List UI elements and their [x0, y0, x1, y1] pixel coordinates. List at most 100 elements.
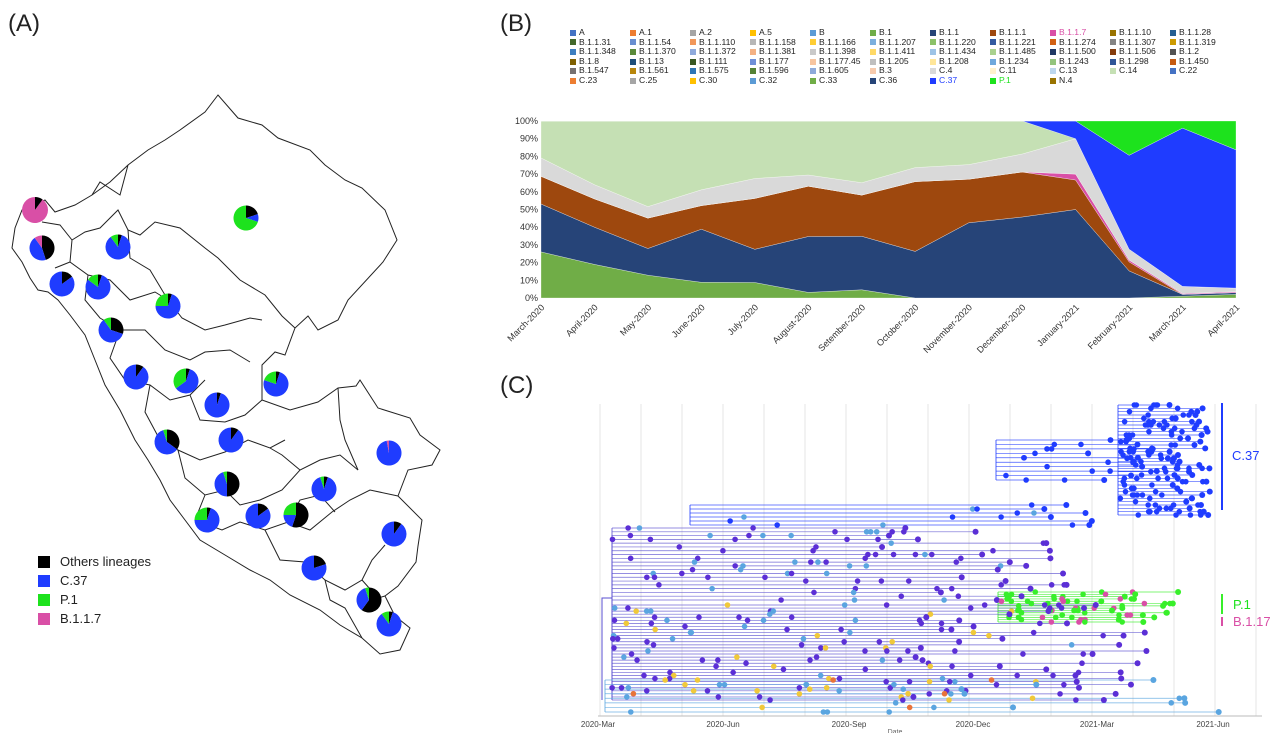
tree-tip [798, 642, 805, 648]
lineage-label: B.3 [879, 66, 892, 76]
tree-tip [926, 678, 933, 685]
x-tick-label: February-2021 [1086, 302, 1135, 351]
area-series-c14 [540, 120, 1237, 289]
tree-tip [1123, 432, 1130, 438]
lineage-label: B [819, 28, 825, 37]
tree-tip [1040, 540, 1047, 546]
lineage-legend-item: C.4 [930, 66, 990, 76]
tree-tip [1180, 412, 1187, 418]
tree-tip [1118, 448, 1124, 455]
lineage-swatch [1110, 58, 1116, 65]
lineage-legend-item: B.1.205 [870, 57, 930, 67]
tree-tip [867, 528, 874, 535]
tree-tip [1150, 418, 1157, 425]
tree-tip [1128, 472, 1135, 479]
tree-tip [1102, 591, 1109, 598]
tree-tip [1127, 454, 1134, 461]
tree-tip [1145, 502, 1151, 508]
tree-tip [656, 582, 662, 588]
tree-tip [852, 585, 859, 592]
tree-tip [1048, 619, 1055, 625]
pie-slice [29, 237, 46, 261]
tree-tip [1163, 505, 1170, 512]
lineage-label: B.1.234 [999, 56, 1029, 66]
tree-tip [1107, 437, 1114, 443]
lineage-swatch [570, 77, 576, 84]
tree-tip [803, 681, 809, 688]
tree-clade [611, 604, 1147, 701]
tree-tip [645, 648, 651, 654]
tree-tip [997, 563, 1004, 569]
tree-tip [887, 684, 894, 691]
tree-tip [1170, 458, 1176, 465]
tree-tip [1192, 412, 1199, 418]
tree-tip [736, 614, 742, 621]
tree-tip [1164, 455, 1171, 462]
lineage-swatch [930, 77, 936, 84]
lineage-legend-item: B.1.1.319 [1170, 38, 1230, 48]
lineage-legend-item: B.3 [870, 66, 930, 76]
tree-tip [1049, 607, 1055, 614]
tree-tip [918, 620, 925, 627]
pie-la-libertad [98, 317, 124, 343]
tree-tip [1182, 699, 1189, 706]
lineage-swatch [1170, 68, 1176, 75]
tree-tip [1023, 477, 1029, 483]
tree-clade [604, 679, 1219, 713]
tree-tip [1158, 455, 1165, 462]
area-series-b117 [540, 171, 1237, 295]
tree-tip [1176, 458, 1183, 465]
tree-tip [1006, 614, 1012, 621]
tree-tip [844, 536, 850, 543]
lineage-legend-item: B.1.1.54 [630, 38, 690, 48]
lineage-legend-item: B.1.1.110 [690, 38, 750, 48]
lineage-swatch [870, 68, 876, 75]
lineage-legend-item: C.32 [750, 76, 810, 86]
tree-tip [838, 626, 844, 633]
tree-tip [1203, 478, 1210, 485]
tree-tip [1195, 502, 1201, 508]
tree-tip [938, 626, 945, 633]
lineage-legend-item: A.5 [750, 28, 810, 38]
tree-tip [623, 694, 630, 700]
tree-tip [1164, 422, 1170, 428]
tree-tip [941, 597, 947, 603]
pie-slice [111, 317, 124, 334]
tree-tip [811, 589, 817, 596]
tree-tip [1145, 448, 1151, 455]
pie-san-martin [155, 293, 181, 319]
lineage-swatch [630, 29, 636, 36]
tree-tip [1120, 632, 1127, 639]
tree-tip [1186, 465, 1192, 472]
tree-tip [1160, 602, 1167, 609]
tree-tip [1170, 502, 1177, 508]
clade-label-b117: B.1.17 [1233, 614, 1271, 629]
tree-tip [852, 617, 859, 624]
tree-tip [1149, 445, 1156, 452]
lineage-label: B.1.450 [1179, 56, 1209, 66]
x-tick-label: August-2020 [771, 302, 814, 345]
x-tick-label: November-2020 [921, 302, 974, 355]
pie-slice [217, 392, 221, 405]
tree-tip [687, 629, 694, 636]
area-series-p1 [541, 120, 1237, 156]
lineage-swatch [810, 48, 816, 55]
tree-tip [1061, 582, 1068, 588]
tree-tip [1197, 512, 1204, 518]
lineage-swatch [630, 77, 636, 84]
pie-slice [186, 368, 190, 381]
tree-tip [896, 657, 903, 663]
pie-slice [118, 234, 122, 247]
tree-tip [1051, 596, 1057, 602]
lineage-label: C.36 [879, 75, 898, 85]
tree-tip [1058, 605, 1065, 611]
tree-clade [1117, 404, 1210, 516]
legend-swatch-b117 [38, 612, 50, 625]
lineage-legend-item: B.1.2 [1170, 47, 1230, 57]
tree-tip [862, 648, 868, 654]
tree-tip [1130, 595, 1137, 602]
tree-tip [1027, 585, 1034, 592]
lineage-legend-item: B.1.1.28 [1170, 28, 1230, 38]
tree-tip [1089, 468, 1096, 474]
lineage-label: C.23 [579, 75, 598, 85]
